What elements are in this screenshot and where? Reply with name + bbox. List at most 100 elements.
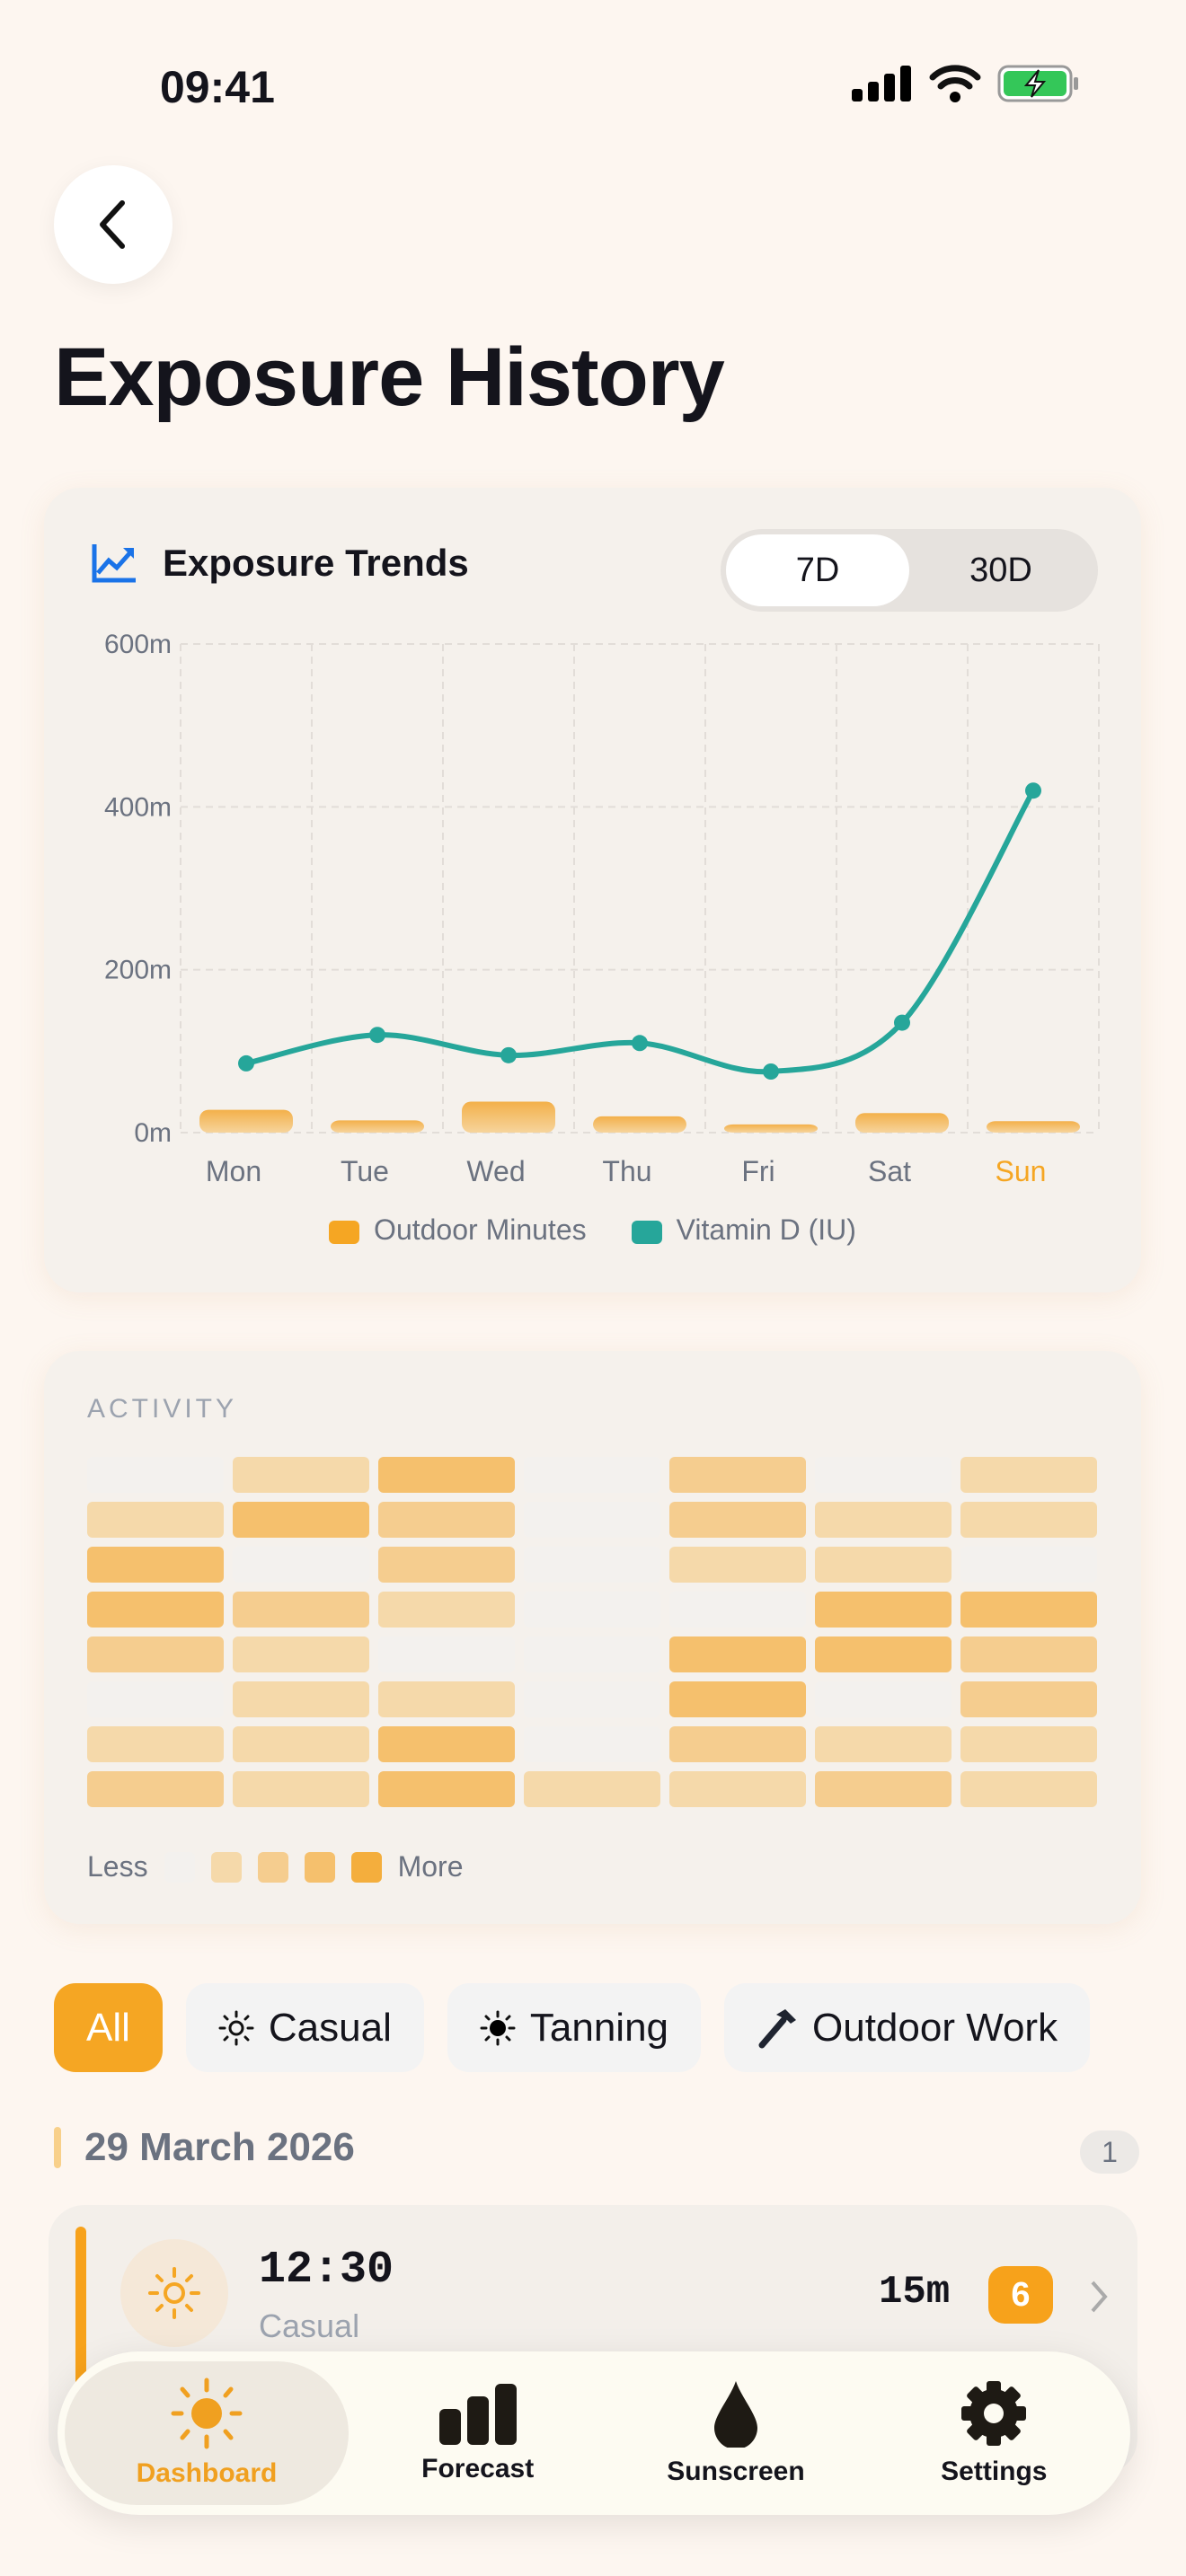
chip-label: Outdoor Work — [812, 2005, 1058, 2050]
heatmap-cell — [815, 1457, 951, 1493]
nav-label: Dashboard — [136, 2458, 278, 2488]
level-swatch — [350, 1851, 382, 1883]
heatmap-cell — [233, 1636, 369, 1672]
chip-label: Tanning — [529, 2005, 669, 2050]
heatmap-cell — [233, 1457, 369, 1493]
bar-thu — [593, 1116, 686, 1133]
bar-chart-icon — [438, 2384, 517, 2445]
x-tick-label-tue: Tue — [341, 1155, 389, 1187]
battery-charging-icon — [997, 65, 1078, 102]
nav-dashboard[interactable]: Dashboard — [65, 2361, 349, 2505]
heatmap-cell — [815, 1681, 951, 1717]
filter-all[interactable]: All — [54, 1983, 163, 2072]
heatmap-cell — [524, 1771, 660, 1807]
heatmap-legend: Less More — [87, 1850, 464, 1883]
heatmap-cell — [87, 1636, 224, 1672]
heatmap-cell — [960, 1547, 1097, 1583]
heatmap-cell — [233, 1726, 369, 1762]
chip-label: Casual — [268, 2005, 392, 2050]
heatmap-cell — [233, 1771, 369, 1807]
vitamin-d-point-fri — [763, 1063, 779, 1080]
bar-sun — [987, 1121, 1080, 1133]
bar-fri — [724, 1124, 818, 1133]
hammer-icon — [758, 2008, 797, 2048]
bottom-nav: Dashboard Forecast Sunscreen Settings — [58, 2351, 1130, 2515]
heatmap-cell — [669, 1502, 806, 1538]
chevron-left-icon — [100, 200, 125, 249]
less-label: Less — [87, 1850, 148, 1883]
heatmap-cell — [669, 1636, 806, 1672]
back-button[interactable] — [54, 165, 173, 284]
signal-icon — [852, 66, 911, 101]
heatmap-cell — [960, 1502, 1097, 1538]
exposure-trends-card: Exposure Trends 7D 30D 0m 200m 400m 600m Mon… — [44, 488, 1141, 1292]
date-group-header: 29 March 2026 — [54, 2125, 355, 2170]
wifi-icon — [929, 65, 981, 102]
chevron-right-icon — [1091, 2280, 1108, 2313]
filter-outdoor-work[interactable]: Outdoor Work — [724, 1983, 1091, 2072]
heatmap-cell — [815, 1726, 951, 1762]
heatmap-cell — [669, 1726, 806, 1762]
heatmap-cell — [87, 1726, 224, 1762]
bar-sat — [855, 1113, 949, 1133]
heatmap-cell — [233, 1547, 369, 1583]
level-swatch — [164, 1851, 195, 1883]
vitamin-d-point-sat — [894, 1014, 910, 1031]
entry-time: 12:30 — [259, 2245, 394, 2296]
heatmap-cell — [669, 1771, 806, 1807]
nav-settings[interactable]: Settings — [865, 2361, 1123, 2505]
vitamin-d-line — [245, 789, 1036, 1075]
heatmap-cell — [815, 1592, 951, 1628]
heatmap-cell — [960, 1681, 1097, 1717]
heatmap-cell — [815, 1771, 951, 1807]
y-tick-label: 600m — [104, 630, 172, 659]
legend-label: Outdoor Minutes — [374, 1213, 587, 1246]
vitamin-d-point-sun — [1025, 782, 1041, 799]
nav-label: Forecast — [421, 2454, 535, 2483]
sun-outline-icon — [218, 2010, 254, 2045]
bar-mon — [199, 1109, 293, 1133]
heatmap-cell — [815, 1547, 951, 1583]
trend-chart: 0m 200m 400m 600m Mon Tue Wed Thu Fri Sat Sun — [104, 630, 1100, 1187]
date-accent — [54, 2127, 61, 2168]
x-tick-label-sat: Sat — [868, 1155, 911, 1187]
heatmap-cell — [233, 1502, 369, 1538]
page-title: Exposure History — [54, 331, 725, 423]
group-count-badge: 1 — [1080, 2130, 1139, 2174]
heatmap-cell — [378, 1636, 515, 1672]
vitamin-d-point-tue — [369, 1027, 385, 1044]
status-icons — [852, 65, 1080, 102]
nav-label: Sunscreen — [667, 2457, 805, 2486]
range-30d[interactable]: 30D — [969, 551, 1032, 589]
nav-sunscreen[interactable]: Sunscreen — [606, 2361, 864, 2505]
filter-casual[interactable]: Casual — [185, 1983, 424, 2072]
level-swatch — [257, 1851, 288, 1883]
legend-vitamin-d: Vitamin D (IU) — [631, 1213, 856, 1247]
heatmap-cell — [524, 1502, 660, 1538]
entry-duration: 15m — [879, 2270, 951, 2315]
y-tick-label: 400m — [104, 792, 172, 822]
vitamin-d-point-mon — [238, 1054, 254, 1072]
heatmap-cell — [87, 1681, 224, 1717]
nav-forecast[interactable]: Forecast — [349, 2361, 606, 2505]
sun-icon — [171, 2378, 243, 2449]
x-tick-label-mon: Mon — [206, 1155, 261, 1187]
filter-chips: All Casual Tanning Outdoor Work — [54, 1983, 1091, 2072]
legend-label: Vitamin D (IU) — [676, 1213, 856, 1246]
date-label: 29 March 2026 — [84, 2125, 355, 2169]
y-tick-label: 200m — [104, 956, 172, 985]
range-7d[interactable]: 7D — [726, 534, 909, 606]
x-tick-label-sun: Sun — [996, 1155, 1047, 1187]
heatmap-cell — [378, 1771, 515, 1807]
heatmap-cell — [233, 1681, 369, 1717]
heatmap-cell — [524, 1457, 660, 1493]
heatmap-cell — [524, 1547, 660, 1583]
gear-icon — [961, 2381, 1027, 2446]
activity-title: ACTIVITY — [87, 1394, 238, 1424]
heatmap-cell — [524, 1726, 660, 1762]
level-swatch — [304, 1851, 335, 1883]
chip-label: All — [86, 2005, 130, 2050]
heatmap-cell — [669, 1547, 806, 1583]
filter-tanning[interactable]: Tanning — [447, 1983, 702, 2072]
sun-outline-icon — [148, 2267, 200, 2319]
